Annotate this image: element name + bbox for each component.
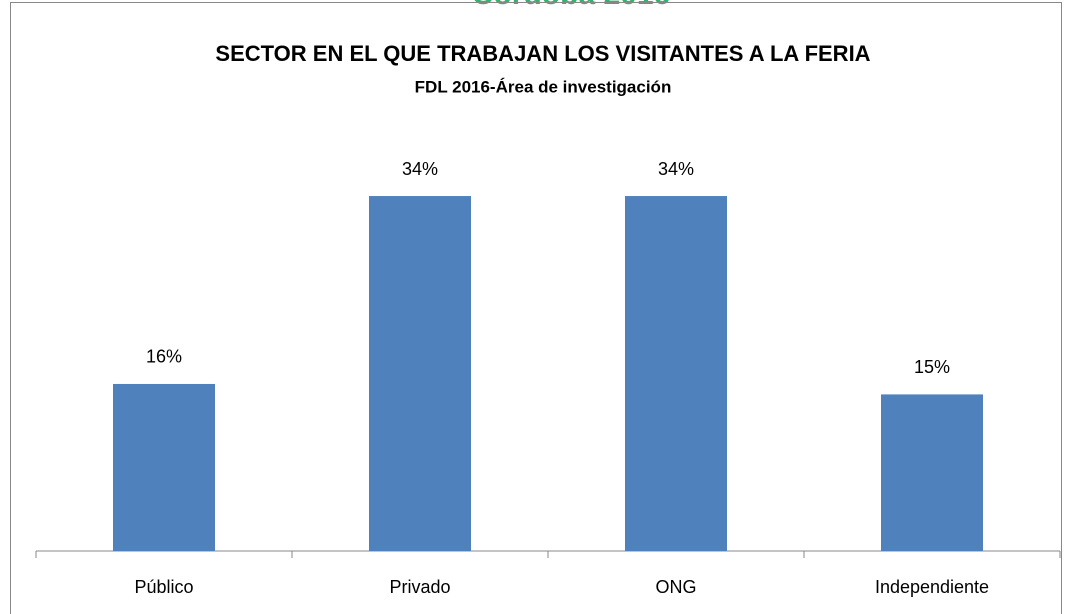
chart-border — [10, 2, 1062, 614]
bar — [369, 196, 471, 552]
x-tick-label: Independiente — [875, 577, 989, 597]
data-label: 16% — [146, 347, 182, 367]
data-label: 34% — [402, 159, 438, 179]
header-text: Córdoba 2016 — [472, 0, 670, 11]
x-tick-label: ONG — [655, 577, 696, 597]
bar — [625, 196, 727, 552]
chart-subtitle: FDL 2016-Área de investigación — [415, 77, 672, 96]
bar — [113, 383, 215, 551]
x-tick-label: Privado — [389, 577, 450, 597]
chart-title: SECTOR EN EL QUE TRABAJAN LOS VISITANTES… — [215, 41, 870, 66]
bar — [881, 394, 983, 551]
data-label: 15% — [914, 357, 950, 377]
data-label: 34% — [658, 159, 694, 179]
x-tick-label: Público — [134, 577, 193, 597]
